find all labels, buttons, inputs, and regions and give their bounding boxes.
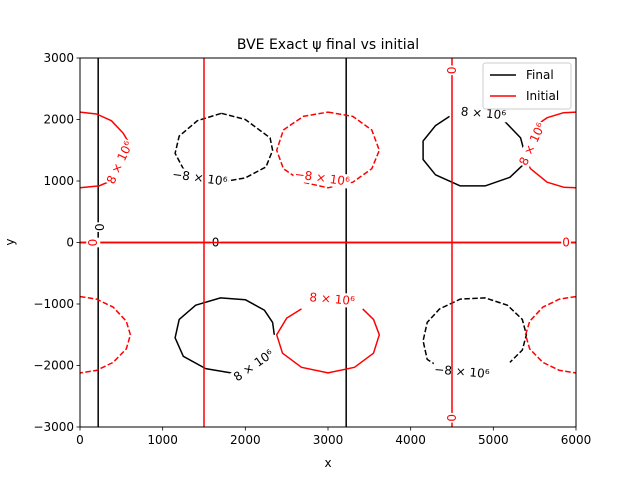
y-tick-label: 1000	[43, 174, 74, 188]
x-axis-ticks: 0 1000 2000 3000 4000 5000 6000	[76, 427, 591, 447]
initial-contour-label-background	[445, 65, 459, 76]
initial-contour-label: 0	[562, 236, 570, 250]
x-tick-label: 2000	[230, 433, 261, 447]
initial-contour-label: 8 × 10⁶	[309, 290, 356, 308]
y-axis-label: y	[3, 238, 17, 245]
legend: Final Initial	[482, 62, 572, 110]
initial-contour-negative	[80, 295, 132, 374]
x-tick-label: 3000	[313, 433, 344, 447]
initial-contour-label-background	[561, 235, 571, 250]
legend-label-initial: Initial	[526, 89, 559, 103]
final-contour-label-background	[170, 166, 230, 189]
legend-label-final: Final	[526, 68, 554, 82]
final-contour-positive	[174, 297, 276, 375]
initial-contour-label: 0	[445, 414, 459, 422]
x-tick-label: 6000	[561, 433, 592, 447]
final-contour-label-background	[230, 346, 278, 385]
y-tick-label: −1000	[33, 297, 74, 311]
initial-contour-label: 0	[445, 66, 459, 74]
final-contour-label: 0	[93, 223, 107, 231]
x-tick-label: 4000	[395, 433, 426, 447]
initial-contour-negative	[524, 295, 576, 374]
final-contour-label: −8 × 10⁶	[434, 362, 491, 381]
y-tick-label: 3000	[43, 51, 74, 65]
x-axis-label: x	[324, 456, 331, 470]
x-tick-label: 0	[76, 433, 84, 447]
initial-contour-label-background	[86, 237, 101, 248]
final-contour-positive	[422, 115, 526, 187]
final-contour-label-background	[92, 222, 107, 232]
y-axis-ticks: −3000 −2000 −1000 0 1000 2000 3000	[33, 51, 80, 434]
final-contour-label-background	[432, 362, 492, 382]
initial-contour-positive	[275, 308, 381, 374]
initial-contour-label-background	[292, 166, 352, 189]
initial-contour-positive	[80, 111, 129, 142]
y-tick-label: −3000	[33, 420, 74, 434]
chart-title: BVE Exact ψ final vs initial	[237, 37, 419, 53]
initial-contour-label-background	[445, 412, 459, 423]
x-tick-label: 1000	[147, 433, 178, 447]
y-tick-label: 2000	[43, 113, 74, 127]
initial-contour-negative	[275, 111, 381, 189]
initial-contour-label-background	[103, 137, 137, 187]
x-tick-label: 5000	[478, 433, 509, 447]
y-tick-label: −2000	[33, 359, 74, 373]
initial-contour-label-background	[307, 290, 357, 309]
initial-contour-label-background	[515, 119, 549, 169]
initial-contour-label: 0	[86, 239, 100, 247]
y-tick-label: 0	[66, 236, 74, 250]
